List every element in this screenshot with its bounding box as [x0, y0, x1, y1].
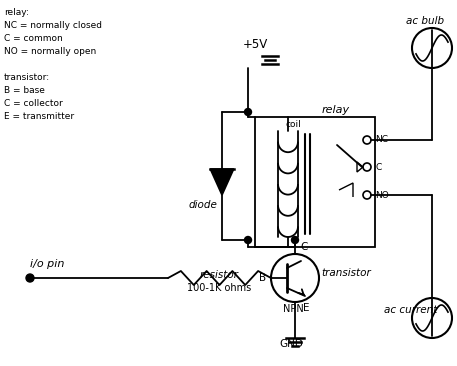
Text: C = collector: C = collector	[4, 99, 63, 108]
Text: NO = normally open: NO = normally open	[4, 47, 96, 56]
Text: C = common: C = common	[4, 34, 63, 43]
Text: resistor: resistor	[200, 270, 239, 280]
Circle shape	[244, 236, 251, 243]
Text: C: C	[375, 163, 381, 172]
Text: B: B	[259, 273, 266, 283]
Text: transistor:: transistor:	[4, 73, 50, 82]
Text: relay: relay	[322, 105, 350, 115]
Text: ac current: ac current	[384, 305, 437, 315]
Text: ac bulb: ac bulb	[406, 16, 444, 26]
Text: GND: GND	[279, 339, 303, 349]
Text: NC: NC	[375, 135, 388, 145]
Circle shape	[244, 108, 251, 116]
Text: 100-1K ohms: 100-1K ohms	[187, 283, 252, 293]
Bar	[255, 117, 375, 247]
Text: coil: coil	[286, 120, 302, 129]
Text: NO: NO	[375, 190, 389, 199]
Circle shape	[292, 236, 298, 243]
Text: NC = normally closed: NC = normally closed	[4, 21, 102, 30]
Text: C: C	[300, 242, 308, 252]
Text: relay:: relay:	[4, 8, 29, 17]
Text: diode: diode	[188, 200, 217, 210]
Text: +5V: +5V	[243, 38, 268, 51]
Text: i/o pin: i/o pin	[30, 259, 64, 269]
Polygon shape	[210, 169, 234, 195]
Text: NPN: NPN	[283, 304, 304, 314]
Text: B = base: B = base	[4, 86, 45, 95]
Text: transistor: transistor	[321, 268, 371, 278]
Text: E = transmitter: E = transmitter	[4, 112, 74, 121]
Text: E: E	[303, 303, 309, 313]
Circle shape	[26, 274, 34, 282]
